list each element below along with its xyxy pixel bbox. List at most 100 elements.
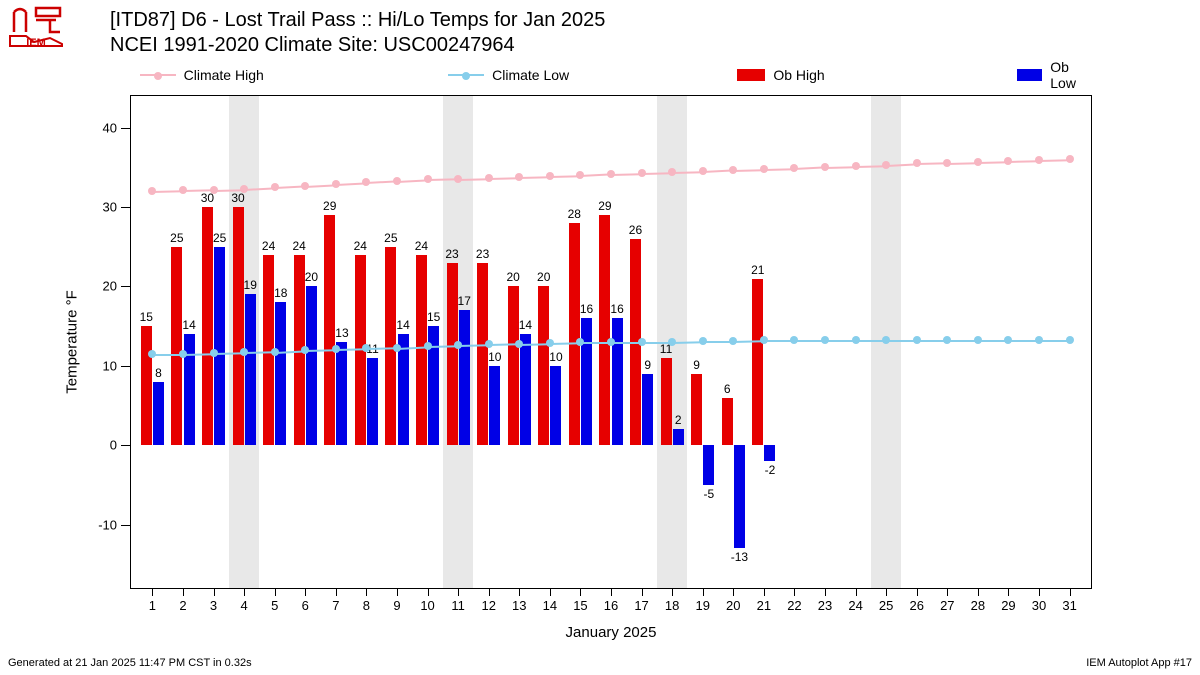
legend-item: Climate High [140, 67, 264, 83]
x-tick-label: 29 [1001, 598, 1015, 613]
x-tick-label: 24 [848, 598, 862, 613]
climate-low-line-marker [210, 349, 218, 357]
climate-low-line-marker [729, 337, 737, 345]
bar-value-label: 8 [155, 366, 162, 380]
ob-high-bar [202, 207, 213, 445]
climate-high-line-marker [882, 161, 890, 169]
climate-high-line-marker [913, 159, 921, 167]
climate-low-line-marker [546, 339, 554, 347]
legend-item: Climate Low [448, 67, 569, 83]
climate-low-line-marker [974, 336, 982, 344]
figure: IEM [ITD87] D6 - Lost Trail Pass :: Hi/L… [0, 0, 1200, 675]
x-tick [458, 588, 459, 596]
bar-value-label: 24 [292, 239, 305, 253]
ob-low-bar [764, 445, 775, 461]
x-tick [214, 588, 215, 596]
ob-high-bar [691, 374, 702, 445]
climate-low-line-marker [240, 348, 248, 356]
legend-item: Ob Low [1017, 59, 1094, 91]
y-axis-label: Temperature °F [64, 290, 81, 394]
ob-low-bar [214, 247, 225, 445]
climate-low-line-marker [1066, 336, 1074, 344]
bar-value-label: 9 [644, 358, 651, 372]
climate-low-line-marker [454, 341, 462, 349]
ob-high-bar [324, 215, 335, 445]
bar-value-label: 17 [458, 294, 471, 308]
y-tick [121, 128, 131, 129]
x-tick-label: 4 [240, 598, 247, 613]
x-tick-label: 3 [210, 598, 217, 613]
bar-value-label: -5 [703, 487, 714, 501]
x-tick-label: 31 [1062, 598, 1076, 613]
climate-low-line-marker [943, 336, 951, 344]
legend-label: Climate Low [492, 67, 569, 83]
climate-low-line-marker [362, 344, 370, 352]
bar-value-label: 28 [568, 207, 581, 221]
bar-value-label: 24 [262, 239, 275, 253]
climate-low-line-marker [515, 340, 523, 348]
bar-value-label: 10 [488, 350, 501, 364]
ob-high-bar [141, 326, 152, 445]
climate-high-line-marker [210, 186, 218, 194]
x-tick-label: 19 [695, 598, 709, 613]
x-tick [519, 588, 520, 596]
x-tick [947, 588, 948, 596]
ob-low-bar [336, 342, 347, 445]
climate-high-line-marker [332, 180, 340, 188]
bar-value-label: 10 [549, 350, 562, 364]
climate-low-line-marker [1004, 336, 1012, 344]
climate-high-line-marker [974, 158, 982, 166]
x-tick [856, 588, 857, 596]
x-tick-label: 26 [909, 598, 923, 613]
ob-high-bar [722, 398, 733, 446]
climate-low-line-marker [882, 336, 890, 344]
y-tick [121, 525, 131, 526]
bar-value-label: 29 [598, 199, 611, 213]
ob-low-bar [306, 286, 317, 445]
climate-low-line-marker [607, 338, 615, 346]
climate-low-line-marker [179, 350, 187, 358]
x-tick [1070, 588, 1071, 596]
x-tick [580, 588, 581, 596]
bar-value-label: 9 [693, 358, 700, 372]
ob-high-bar [477, 263, 488, 446]
climate-high-line-marker [729, 166, 737, 174]
ob-high-bar [569, 223, 580, 445]
ob-low-bar [612, 318, 623, 445]
bar-value-label: 14 [182, 318, 195, 332]
climate-low-line-marker [852, 336, 860, 344]
x-axis-label: January 2025 [566, 624, 657, 641]
bar-value-label: 25 [384, 231, 397, 245]
climate-low-line-marker [485, 340, 493, 348]
bar-value-label: 2 [675, 413, 682, 427]
x-tick-label: 9 [393, 598, 400, 613]
climate-low-line-marker [821, 336, 829, 344]
title-line1: [ITD87] D6 - Lost Trail Pass :: Hi/Lo Te… [110, 8, 605, 33]
svg-text:IEM: IEM [26, 37, 46, 48]
bar-value-label: 15 [427, 310, 440, 324]
bar-value-label: 19 [244, 278, 257, 292]
x-tick [611, 588, 612, 596]
x-tick [825, 588, 826, 596]
x-tick-label: 6 [302, 598, 309, 613]
legend-label: Climate High [184, 67, 264, 83]
y-tick-label: -10 [98, 517, 117, 532]
x-tick [550, 588, 551, 596]
legend: Climate HighClimate LowOb HighOb Low [130, 64, 1094, 86]
climate-high-line-marker [148, 187, 156, 195]
x-tick [183, 588, 184, 596]
climate-high-line-marker [454, 175, 462, 183]
y-tick-label: 20 [103, 279, 117, 294]
plot-area: -100102030401234567891011121314151617181… [130, 95, 1092, 589]
x-tick [886, 588, 887, 596]
x-tick-label: 18 [665, 598, 679, 613]
ob-high-bar [508, 286, 519, 445]
climate-low-line-marker [271, 348, 279, 356]
x-tick-label: 17 [634, 598, 648, 613]
bar-value-label: 24 [354, 239, 367, 253]
climate-low-line-marker [790, 336, 798, 344]
legend-line-icon [140, 74, 176, 76]
x-tick-label: 2 [179, 598, 186, 613]
climate-high-line-marker [1066, 155, 1074, 163]
x-tick [978, 588, 979, 596]
